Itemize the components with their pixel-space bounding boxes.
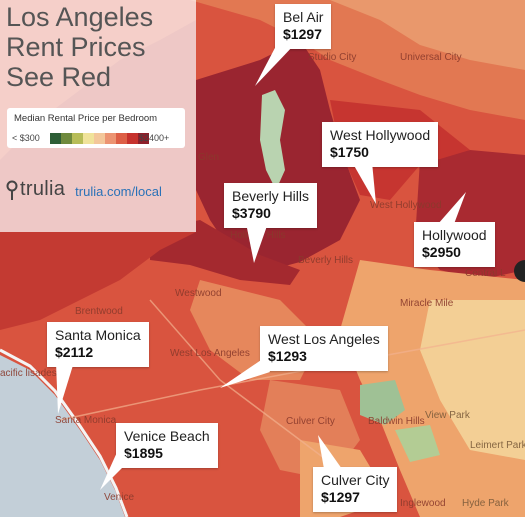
price-legend: Median Rental Price per Bedroom < $300 $… [7, 108, 185, 148]
legend-swatch [83, 133, 94, 144]
callout-name: Santa Monica [55, 327, 141, 343]
callout-pointer-beverly-hills [246, 223, 268, 263]
pale-yellow-area [420, 300, 525, 460]
map-label-beverly-hills: Beverly Hills [298, 255, 354, 266]
map-label-studio-city: Studio City [308, 52, 357, 63]
valley-area [330, 0, 525, 70]
map-label-inglewood: Inglewood [400, 498, 446, 509]
brand-link[interactable]: trulia.com/local [75, 183, 162, 199]
legend-swatch [50, 133, 61, 144]
callout-name: Venice Beach [124, 428, 210, 444]
callout-bel-air[interactable]: Bel Air $1297 [275, 4, 332, 49]
callout-pointer-bel-air [255, 44, 295, 86]
callout-price: $3790 [232, 205, 271, 221]
map-label-view-park: View Park [425, 410, 470, 421]
legend-swatch [105, 133, 116, 144]
callout-price: $1895 [124, 445, 163, 461]
map-label-leimert-park: Leimert Park [470, 440, 525, 451]
baldwin-hills-park [360, 380, 405, 425]
trulia-branding: trulia trulia.com/local [6, 178, 162, 201]
callout-pointer-culver-city [318, 435, 342, 469]
legend-swatch [127, 133, 138, 144]
legend-color-scale [50, 133, 149, 144]
callout-west-hollywood[interactable]: West Hollywood $1750 [322, 122, 439, 167]
title-legend-panel: Los Angeles Rent Prices See Red Median R… [0, 0, 196, 232]
map-label-miracle-mile: Miracle Mile [400, 298, 454, 309]
legend-title: Median Rental Price per Bedroom [14, 113, 158, 124]
callout-pointer-west-los-angeles [220, 358, 270, 388]
legend-swatch [116, 133, 127, 144]
title-line-1: Los Angeles [6, 2, 154, 32]
callout-pointer-west-hollywood [352, 162, 376, 204]
title-line-3: See Red [6, 62, 112, 92]
callout-price: $1297 [321, 489, 360, 505]
pacific-ocean [0, 355, 125, 517]
brand-logo-text: trulia [20, 178, 66, 200]
map-label-venice: Venice [104, 492, 135, 503]
map-label-west-los-angeles: West Los Angeles [170, 348, 250, 359]
title-line-2: Rent Prices [6, 32, 146, 62]
callout-culver-city[interactable]: Culver City $1297 [313, 467, 398, 512]
callout-price: $1750 [330, 144, 369, 160]
callout-name: West Hollywood [330, 127, 431, 143]
map-label-pacific-palisades: acific lisades [0, 368, 57, 379]
map-label-baldwin-hills: Baldwin Hills [368, 416, 425, 427]
callout-name: West Los Angeles [268, 331, 380, 347]
map-label-hyde-park: Hyde Park [462, 498, 509, 509]
callout-price: $1293 [268, 348, 307, 364]
callout-price: $2950 [422, 244, 461, 260]
map-label-west-hollywood: West Hollywood [370, 200, 442, 211]
map-label-santa-monica: Santa Monica [55, 415, 117, 426]
coastline [0, 348, 129, 517]
callout-name: Hollywood [422, 227, 487, 243]
legend-swatch [138, 133, 149, 144]
legend-swatch [94, 133, 105, 144]
callout-pointer-hollywood [438, 192, 466, 224]
map-label-brentwood: Brentwood [75, 306, 123, 317]
legend-swatch [72, 133, 83, 144]
map-label-universal-city: Universal City [400, 52, 462, 63]
map-label-westwood: Westwood [175, 288, 222, 299]
legend-max-label: $2400+ [139, 133, 170, 143]
callout-name: Bel Air [283, 9, 324, 25]
callout-price: $2112 [55, 344, 94, 360]
callout-price: $1297 [283, 26, 322, 42]
park-area [260, 90, 285, 190]
callout-name: Beverly Hills [232, 188, 310, 204]
legend-min-label: < $300 [12, 133, 40, 143]
map-label-glen: Glen [198, 152, 220, 163]
callout-west-los-angeles[interactable]: West Los Angeles $1293 [260, 326, 388, 371]
map-edge-control-icon[interactable] [514, 260, 525, 282]
freeway-10 [59, 329, 525, 421]
map-label-central-la: Central L [465, 268, 506, 279]
callout-santa-monica[interactable]: Santa Monica $2112 [47, 322, 149, 367]
callout-name: Culver City [321, 472, 390, 488]
callout-pointer-venice-beach [100, 450, 130, 490]
callout-venice-beach[interactable]: Venice Beach $1895 [116, 423, 218, 468]
callout-pointer-santa-monica [56, 362, 74, 414]
map-label-culver-city: Culver City [286, 416, 335, 427]
map-title: Los Angeles Rent Prices See Red [6, 2, 153, 92]
map-pin-icon [6, 180, 18, 200]
callout-hollywood[interactable]: Hollywood $2950 [414, 222, 495, 267]
park-patch [395, 425, 440, 462]
callout-beverly-hills[interactable]: Beverly Hills $3790 [224, 183, 318, 228]
legend-swatch [61, 133, 72, 144]
